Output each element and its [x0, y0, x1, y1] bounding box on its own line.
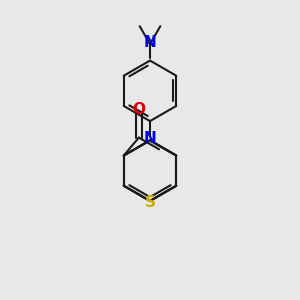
Text: S: S: [145, 195, 155, 210]
Text: O: O: [132, 102, 145, 117]
Text: N: N: [144, 131, 156, 146]
Text: N: N: [144, 34, 156, 50]
